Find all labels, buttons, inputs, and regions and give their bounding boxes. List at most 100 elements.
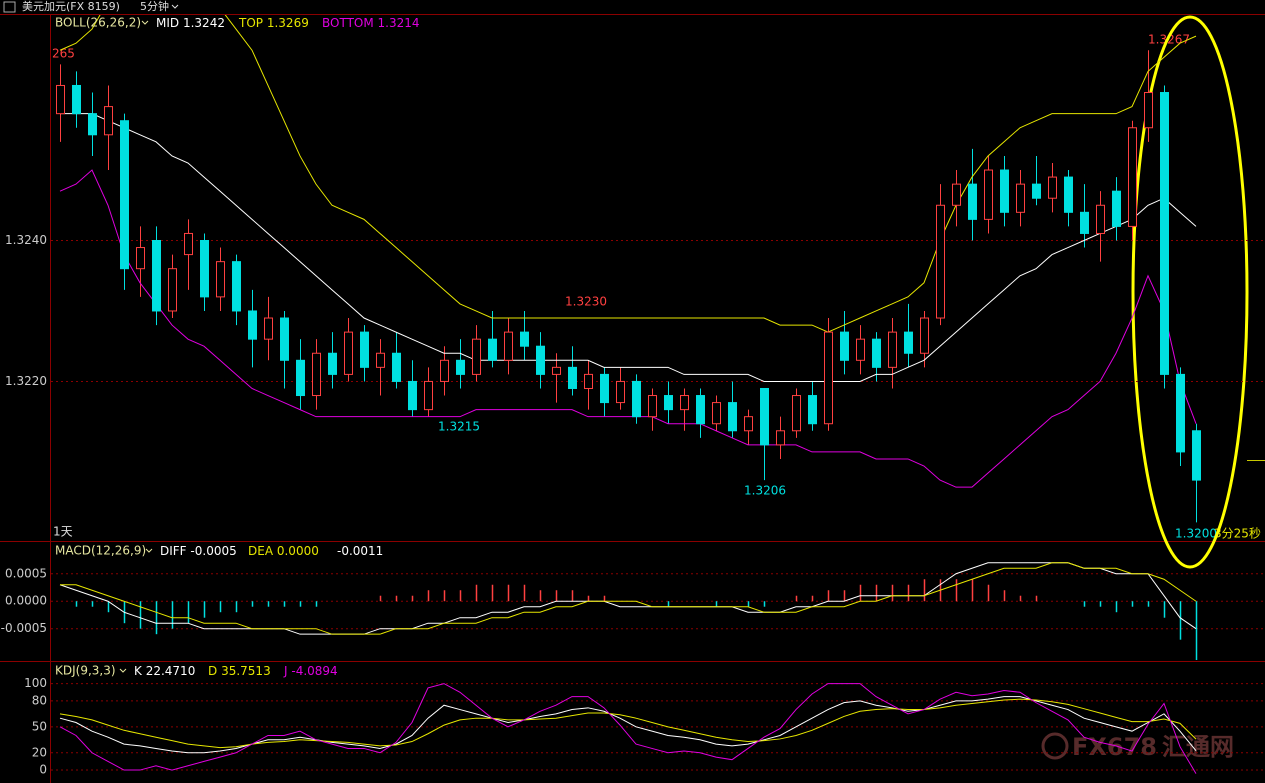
y-tick-label: -0.0005 <box>1 621 47 635</box>
legend-value: 1.3242 <box>183 16 225 30</box>
candle-body <box>152 240 161 312</box>
y-tick-label: 1.3220 <box>5 374 47 388</box>
candle-body <box>360 331 369 368</box>
candle-body <box>584 373 593 389</box>
candle-body <box>872 338 881 368</box>
y-tick-label: 100 <box>24 676 47 690</box>
candle-body <box>280 317 289 361</box>
candle-body <box>136 247 145 270</box>
legend-entry: K 22.4710 <box>134 664 195 678</box>
candle-body <box>440 359 449 382</box>
legend-value: -0.0005 <box>190 544 236 558</box>
candle-body <box>344 331 353 375</box>
y-tick-label: 1.3240 <box>5 233 47 247</box>
price-annotation: 265 <box>52 47 75 61</box>
y-tick-label: 0.0005 <box>5 566 47 580</box>
candle-body <box>1176 373 1185 453</box>
candle-body <box>600 373 609 404</box>
dropdown-chevron <box>145 548 153 553</box>
watermark-logo <box>1041 732 1069 760</box>
candle-body <box>552 366 561 375</box>
indicator-line <box>59 698 1197 749</box>
candle-body <box>216 261 225 298</box>
indicator-line <box>60 562 1197 635</box>
highlight-ellipse <box>1131 15 1249 569</box>
candle-body <box>792 395 801 432</box>
legend-value: -4.0894 <box>291 664 337 678</box>
dropdown-chevron[interactable] <box>171 4 179 9</box>
indicator-line <box>59 15 1197 333</box>
candle-body <box>232 261 241 312</box>
candle-body <box>392 352 401 382</box>
candle-body <box>776 430 785 446</box>
candle-body <box>1064 176 1073 213</box>
candle-body <box>728 402 737 432</box>
legend-value: 1.3269 <box>267 16 309 30</box>
candle-body <box>264 317 273 340</box>
candle-body <box>72 84 81 115</box>
panel <box>51 15 1265 523</box>
legend-value: -0.0011 <box>337 544 383 558</box>
countdown: 3分25秒 <box>1214 527 1261 541</box>
candle-body <box>328 352 337 375</box>
indicator-title: MACD(12,26,9) <box>55 544 146 558</box>
candle-body <box>568 366 577 389</box>
candle-body <box>520 331 529 347</box>
candle-body <box>888 331 897 368</box>
watermark-text: 汇通网 <box>1162 733 1234 761</box>
legend-entry: MID 1.3242 <box>156 16 225 30</box>
y-tick-label: 50 <box>32 719 47 733</box>
candle-body <box>104 106 113 136</box>
legend-entry: -0.0011 <box>337 544 383 558</box>
price-annotation: 1.3206 <box>744 484 786 498</box>
candle-body <box>680 395 689 411</box>
legend-entry: DIFF -0.0005 <box>160 544 237 558</box>
candle-body <box>904 331 913 354</box>
candle-body <box>664 395 673 411</box>
y-tick-label: 20 <box>32 745 47 759</box>
legend-entry: TOP 1.3269 <box>238 16 309 30</box>
candle-body <box>920 317 929 354</box>
legend-entry: D 35.7513 <box>208 664 271 678</box>
y-tick-label: 80 <box>32 693 47 707</box>
legend-name: K <box>134 664 143 678</box>
candle-body <box>616 380 625 404</box>
legend-name: D <box>208 664 217 678</box>
legend-entry: BOTTOM 1.3214 <box>322 16 420 30</box>
price-annotation: 1.3215 <box>438 420 480 434</box>
watermark: FX678 汇通网 <box>1041 732 1234 761</box>
panel <box>51 683 1265 774</box>
candle-body <box>184 232 193 256</box>
candle-body <box>744 416 753 432</box>
candle-body <box>1016 183 1025 213</box>
price-annotation: 1.3230 <box>565 295 607 309</box>
panel <box>51 562 1265 660</box>
candle-body <box>1000 169 1009 213</box>
legend-name: TOP <box>238 16 263 30</box>
indicator-line <box>59 562 1197 635</box>
legend-name: DEA <box>248 544 274 558</box>
legend-value: 0.0000 <box>277 544 319 558</box>
candle-body <box>56 84 65 115</box>
indicator-line <box>59 683 1197 774</box>
candle-body <box>824 331 833 425</box>
legend-name: J <box>283 664 288 678</box>
legend-name: DIFF <box>160 544 187 558</box>
period[interactable]: 5分钟 <box>140 0 169 13</box>
candle-body <box>536 345 545 375</box>
candle-body <box>648 395 657 418</box>
candle-body <box>408 380 417 411</box>
candle-body <box>1128 127 1137 227</box>
candle-body <box>968 183 977 220</box>
candle-body <box>840 331 849 361</box>
dropdown-chevron <box>141 20 149 25</box>
candle-body <box>1144 92 1153 129</box>
window-icon[interactable] <box>3 1 16 13</box>
range-label: 1天 <box>53 525 73 539</box>
candle-body <box>1080 211 1089 234</box>
candle-body <box>1160 92 1169 375</box>
symbol[interactable]: 美元加元(FX 8159) <box>22 0 120 13</box>
frame <box>0 14 1265 783</box>
candle-body <box>696 395 705 425</box>
